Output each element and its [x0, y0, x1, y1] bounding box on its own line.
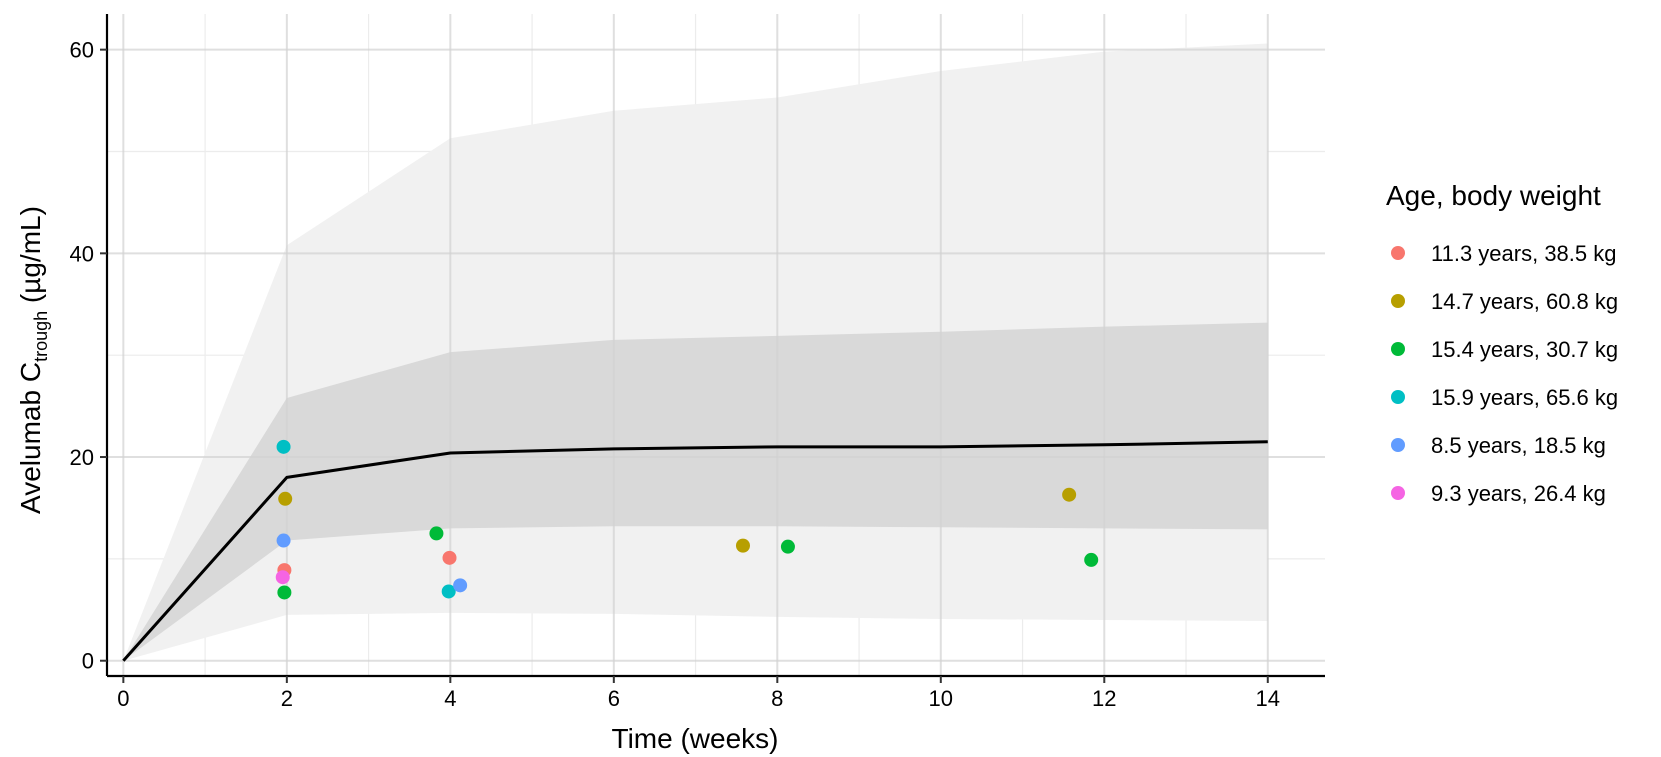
x-tick-label: 0: [117, 686, 129, 711]
legend-label: 14.7 years, 60.8 kg: [1431, 289, 1618, 314]
legend-label: 9.3 years, 26.4 kg: [1431, 481, 1606, 506]
legend-key: [1391, 438, 1405, 452]
y-axis-title-suffix: (µg/mL): [15, 206, 46, 311]
grid-major: [107, 14, 1325, 676]
legend-label: 15.9 years, 65.6 kg: [1431, 385, 1618, 410]
y-axis-title: Avelumab Ctrough (µg/mL): [15, 206, 51, 514]
legend-title: Age, body weight: [1386, 180, 1601, 211]
y-tick-label: 20: [70, 445, 94, 470]
x-tick-label: 2: [281, 686, 293, 711]
y-axis-title-subscript: trough: [31, 311, 51, 362]
x-tick-label: 12: [1092, 686, 1116, 711]
x-tick-labels: 0 2 4 6 8 10 12 14: [117, 686, 1280, 711]
data-point-series-5: [276, 533, 291, 548]
legend-key: [1391, 294, 1405, 308]
confidence-bands: [123, 43, 1268, 661]
x-tick-label: 6: [608, 686, 620, 711]
y-tick-label: 60: [70, 38, 94, 63]
x-tick-label: 14: [1256, 686, 1280, 711]
data-point-series-3: [429, 526, 444, 541]
data-point-series-2: [1062, 487, 1077, 502]
legend-key: [1391, 246, 1405, 260]
x-tick-label: 10: [929, 686, 953, 711]
legend-label: 15.4 years, 30.7 kg: [1431, 337, 1618, 362]
legend-key: [1391, 390, 1405, 404]
data-point-series-6: [275, 570, 290, 585]
legend-label: 11.3 years, 38.5 kg: [1431, 241, 1617, 266]
data-point-series-5: [453, 578, 468, 593]
y-axis-title-prefix: Avelumab C: [15, 362, 46, 514]
legend-key: [1391, 342, 1405, 356]
data-point-series-3: [1084, 552, 1099, 567]
band-inner: [123, 322, 1268, 661]
x-tick-label: 8: [771, 686, 783, 711]
legend-label: 8.5 years, 18.5 kg: [1431, 433, 1606, 458]
data-point-series-3: [780, 539, 795, 554]
data-point-series-2: [735, 538, 750, 553]
data-point-series-2: [278, 491, 293, 506]
axes: [100, 14, 1325, 683]
x-axis-title: Time (weeks): [612, 723, 779, 754]
data-point-series-1: [442, 550, 457, 565]
y-tick-label: 40: [70, 241, 94, 266]
data-point-series-3: [277, 585, 292, 600]
data-points: [275, 439, 1099, 600]
x-tick-label: 4: [444, 686, 456, 711]
legend-key: [1391, 486, 1405, 500]
legend: Age, body weight 11.3 years, 38.5 kg 14.7…: [1386, 180, 1618, 506]
median-line: [122, 440, 1268, 662]
y-tick-labels: 0 20 40 60: [70, 38, 94, 674]
median-line-group: [122, 440, 1268, 662]
data-point-series-4: [276, 439, 291, 454]
y-tick-label: 0: [82, 649, 94, 674]
data-point-series-4: [441, 584, 456, 599]
